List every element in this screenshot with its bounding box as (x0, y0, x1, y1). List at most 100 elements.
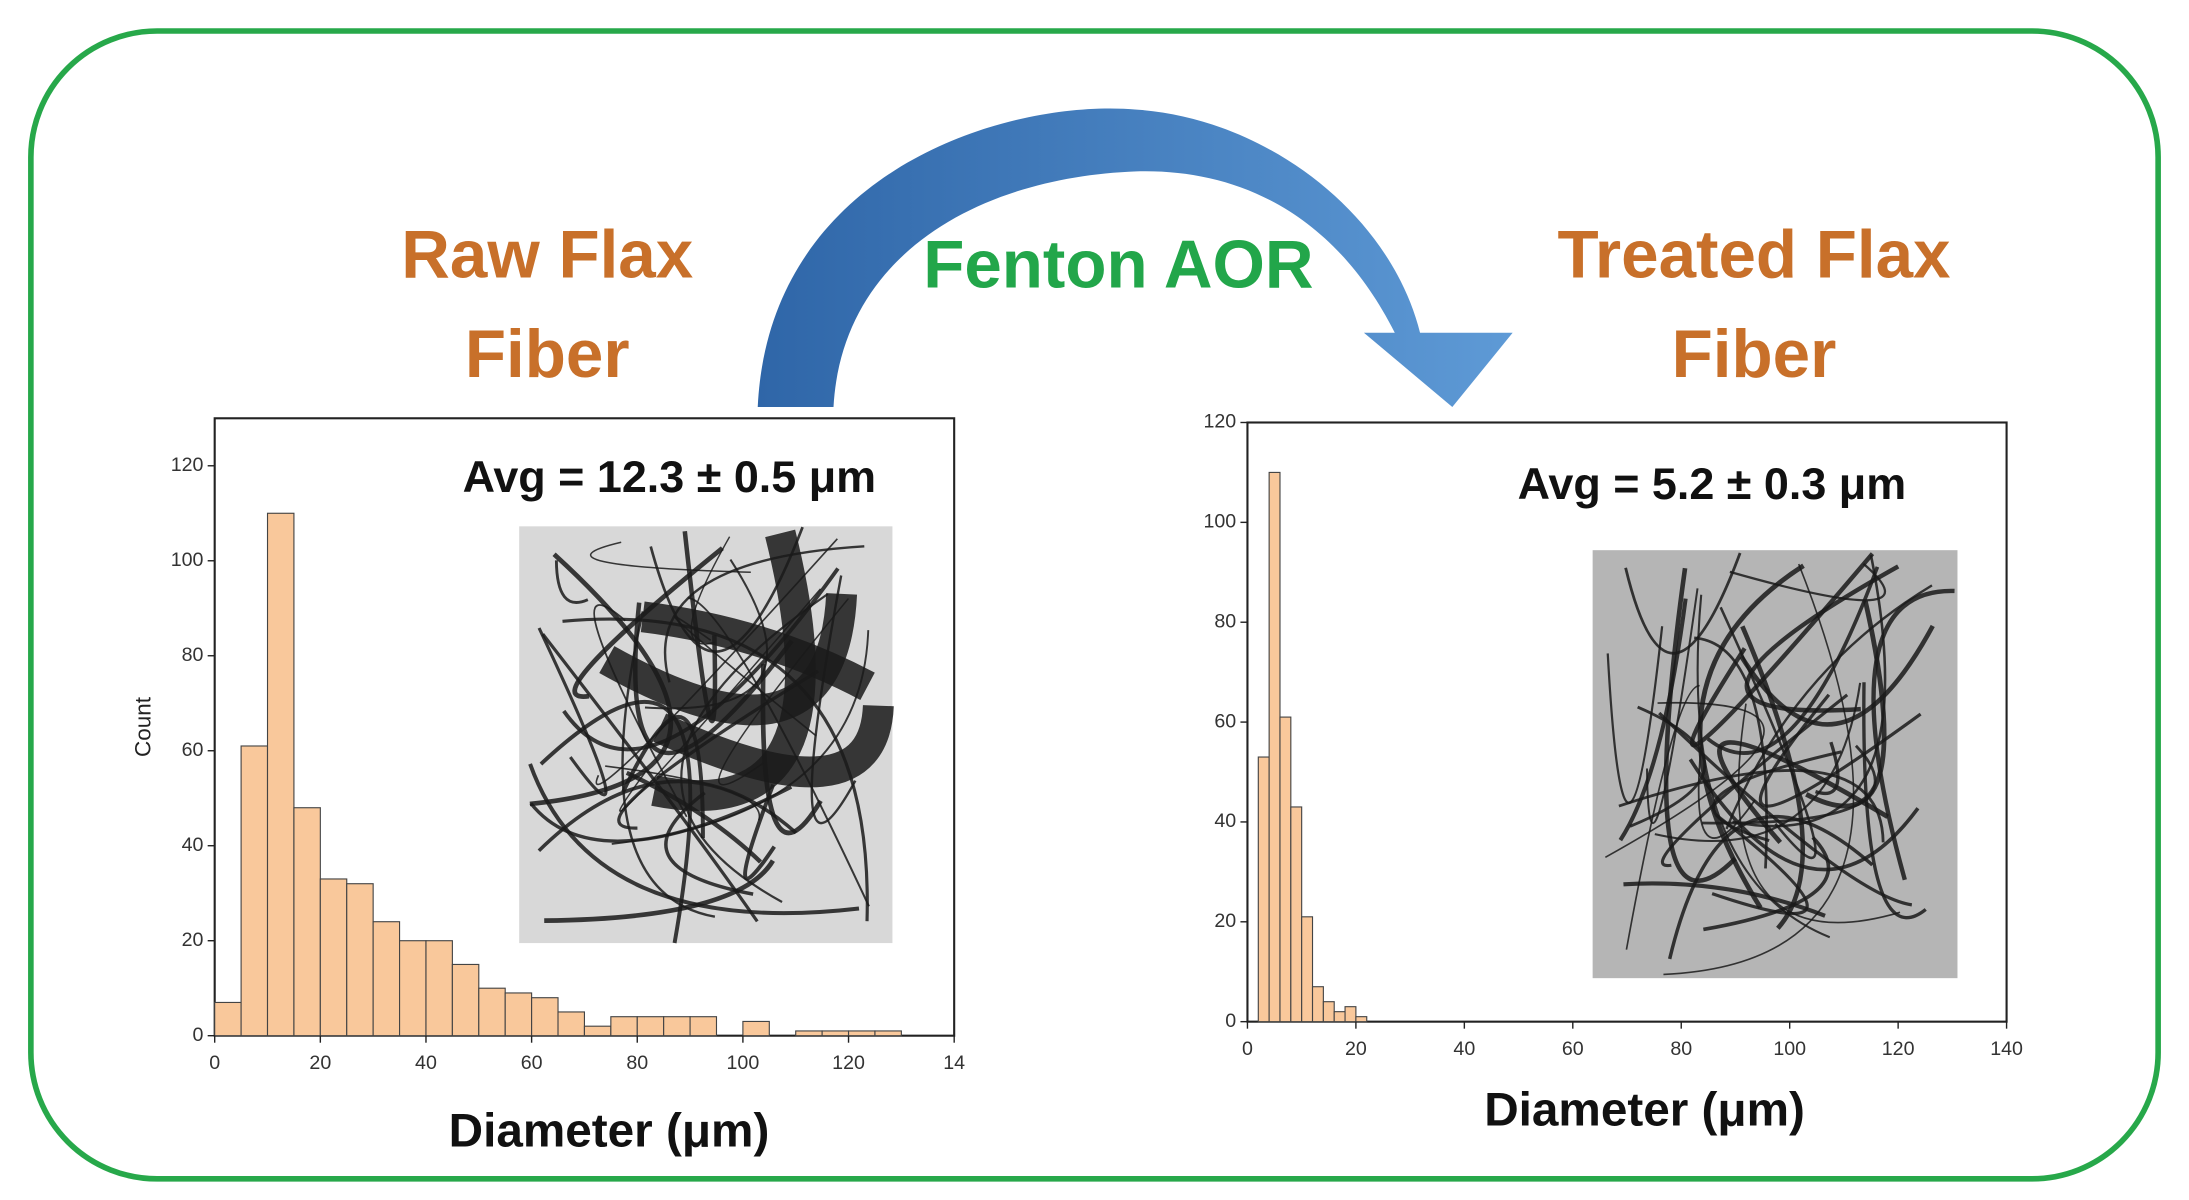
y-axis-label: Count (130, 696, 155, 757)
bar (1355, 1016, 1368, 1023)
fiber (528, 763, 860, 916)
fiber (1703, 836, 1831, 932)
bar (663, 1016, 691, 1037)
x-tick-label: 40 (1453, 1038, 1475, 1060)
x-tick-label: 14 (943, 1052, 965, 1074)
histogram-chart: 0 20 40 60 80 100 120 0 20 40 60 80 100 120 14 Count Dia… (130, 417, 965, 1158)
fiber (529, 552, 674, 807)
fiber (1689, 552, 1875, 748)
fiber (1660, 693, 1849, 868)
y-tick-label: 80 (182, 644, 204, 666)
fiber (649, 526, 804, 653)
fiber (1658, 711, 1913, 907)
fiber (1606, 626, 1664, 804)
fiber (529, 785, 793, 843)
fiber (1758, 693, 1922, 808)
fiber (1719, 606, 1817, 860)
bar (504, 992, 533, 1037)
bar (319, 878, 348, 1037)
y-tick-label: 20 (182, 929, 204, 951)
fiber (1744, 564, 1900, 713)
bar (478, 987, 506, 1037)
fiber (541, 633, 759, 923)
bar (795, 1030, 823, 1037)
bar (214, 1001, 242, 1037)
histogram-chart: 0 20 40 60 80 100 120 0 20 40 60 80 100 120 140 Diamete… (1203, 411, 2023, 1137)
bar (847, 1030, 876, 1037)
fiber (1711, 813, 1809, 916)
x-tick-label: 100 (1773, 1038, 1806, 1060)
fiber (1706, 566, 1880, 755)
fiber (1646, 588, 1699, 825)
bar (451, 963, 480, 1037)
bar (1279, 716, 1292, 1023)
x-tick-label: 0 (1242, 1038, 1253, 1060)
bar (240, 745, 269, 1037)
bar (821, 1030, 850, 1037)
fiber (621, 611, 716, 918)
y-tick-label: 80 (1214, 610, 1236, 632)
fiber (743, 784, 776, 881)
fiber (562, 617, 869, 922)
right-title: Treated Flax (1557, 218, 1950, 293)
bar (346, 883, 374, 1037)
charts: 0 20 40 60 80 100 120 0 20 40 60 80 100 120 14 Count Dia… (130, 411, 2023, 1158)
fiber (653, 704, 894, 788)
fiber (1688, 758, 1920, 872)
bar (1311, 986, 1324, 1023)
x-tick-label: 120 (832, 1052, 865, 1074)
annotation: Avg = 5.2 ± 0.3 μm (1518, 458, 1907, 509)
fiber (554, 560, 589, 604)
micrograph (1592, 550, 1958, 979)
fiber (1625, 684, 1700, 950)
y-tick-label: 100 (171, 549, 204, 571)
bar (1268, 471, 1281, 1023)
left-title: Raw Flax (401, 218, 693, 293)
bar (610, 1016, 638, 1037)
fiber (589, 541, 751, 574)
bar (636, 1016, 665, 1037)
fiber (1697, 563, 1805, 910)
bar (689, 1016, 718, 1037)
x-tick-label: 60 (521, 1052, 543, 1074)
fiber (1725, 584, 1933, 830)
bar (874, 1030, 902, 1037)
x-tick-label: 100 (727, 1052, 760, 1074)
bar (1257, 756, 1270, 1023)
fiber (1737, 703, 1901, 924)
bar (531, 997, 559, 1037)
y-tick-label: 40 (1214, 810, 1236, 832)
x-axis-label: Diameter (μm) (1484, 1083, 1805, 1136)
fiber (1717, 740, 1889, 844)
y-tick-label: 0 (193, 1024, 204, 1046)
bar (1301, 916, 1314, 1023)
bar (1344, 1006, 1357, 1023)
fiber (572, 546, 724, 699)
process-label: Fenton AOR (923, 227, 1313, 302)
fiber (537, 627, 608, 797)
right-title: Fiber (1672, 317, 1837, 392)
y-tick-label: 60 (1214, 710, 1236, 732)
fiber (680, 593, 829, 903)
fiber (1618, 598, 1688, 842)
fiber (664, 791, 754, 896)
process-arrow (757, 108, 1513, 408)
bar (266, 512, 295, 1037)
fiber (1740, 625, 1806, 930)
bar (1322, 1001, 1335, 1023)
fiber (760, 663, 823, 836)
fiber (1618, 769, 1885, 843)
fiber (562, 567, 840, 752)
y-tick-label: 60 (182, 739, 204, 761)
fiber (621, 714, 705, 839)
fiber (1862, 682, 1927, 920)
fiber (595, 538, 838, 786)
fiber (605, 765, 761, 821)
x-tick-label: 20 (1345, 1038, 1367, 1060)
fiber (1663, 567, 1737, 883)
fiber (1667, 814, 1874, 960)
x-tick-label: 80 (1670, 1038, 1692, 1060)
fiber (1663, 563, 1855, 976)
x-axis-label: Diameter (μm) (449, 1105, 770, 1158)
x-tick-label: 20 (309, 1052, 331, 1074)
